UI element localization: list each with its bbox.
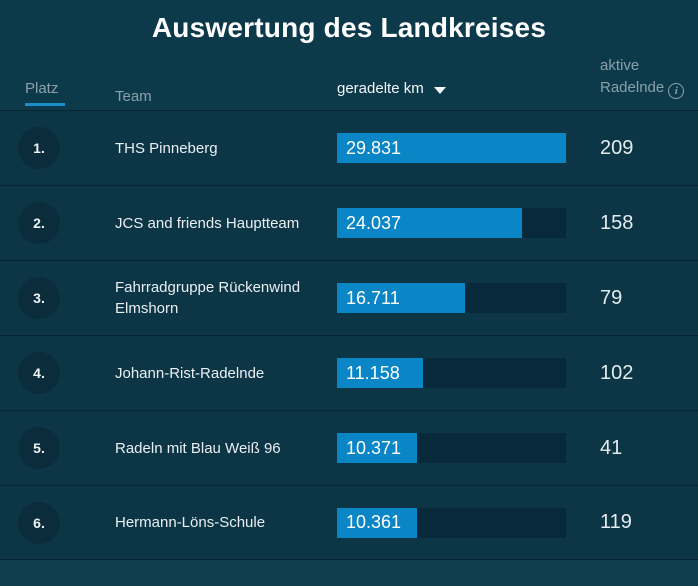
active-riders-count: 158 — [600, 211, 634, 234]
km-bar-track: 24.037 — [337, 208, 566, 238]
km-value: 11.158 — [346, 362, 400, 383]
rank-cell: 2. — [0, 202, 115, 244]
column-header-km[interactable]: geradelte km — [337, 80, 446, 106]
header-cell-km: geradelte km — [330, 80, 590, 106]
team-cell: JCS and friends Hauptteam — [115, 213, 330, 234]
km-value: 10.361 — [346, 512, 402, 532]
team-cell: Fahrradgruppe Rückenwind Elmshorn — [115, 277, 330, 319]
rank-badge: 4. — [18, 352, 60, 394]
title-bar: Auswertung des Landkreises — [0, 0, 698, 44]
active-cell: 79 — [590, 287, 698, 310]
team-name: Radeln mit Blau Weiß 96 — [115, 439, 281, 457]
table-header-row: Platz Team geradelte km aktive Radelnde i — [0, 44, 698, 110]
rank-cell: 3. — [0, 277, 115, 319]
header-cell-platz: Platz — [0, 80, 115, 106]
header-cell-active: aktive Radelnde i — [590, 55, 698, 106]
rank-cell: 5. — [0, 427, 115, 469]
table-row[interactable]: 5. Radeln mit Blau Weiß 96 10.371 41 — [0, 410, 698, 485]
table-row[interactable]: 2. JCS and friends Hauptteam 24.037 158 — [0, 185, 698, 260]
column-header-team[interactable]: Team — [115, 88, 152, 105]
active-riders-count: 102 — [600, 361, 634, 384]
rank-badge: 6. — [18, 501, 60, 544]
column-header-active-line1: aktive — [600, 57, 640, 74]
team-name: Fahrradgruppe Rückenwind Elmshorn — [115, 279, 301, 317]
km-bar-track: 16.711 — [337, 283, 566, 313]
active-column-underline — [25, 103, 65, 106]
column-header-active-line2: Radelnde — [600, 79, 665, 96]
column-header-platz[interactable]: Platz — [25, 80, 65, 106]
active-cell: 158 — [590, 212, 698, 235]
km-bar-fill — [337, 433, 417, 463]
team-name: THS Pinneberg — [115, 139, 218, 157]
km-cell: 24.037 — [330, 208, 590, 238]
km-cell: 16.711 — [330, 283, 590, 313]
km-bar-fill — [337, 283, 466, 313]
km-value: 29.831 — [346, 137, 402, 158]
km-bar-track: 10.361 — [337, 507, 566, 538]
team-name: JCS and friends Hauptteam — [115, 214, 300, 232]
team-cell: THS Pinneberg — [115, 138, 330, 159]
footer-strip — [0, 560, 698, 586]
active-riders-count: 119 — [600, 511, 632, 533]
active-riders-count: 41 — [600, 436, 623, 459]
column-header-platz-label: Platz — [25, 80, 59, 97]
rank-cell: 1. — [0, 127, 115, 169]
rank-badge: 1. — [18, 127, 60, 169]
sort-descending-icon — [433, 86, 446, 94]
table-row[interactable]: 6. Hermann-Löns-Schule 10.361 119 — [0, 485, 698, 560]
table-row[interactable]: 1. THS Pinneberg 29.831 209 — [0, 110, 698, 185]
leaderboard-rows: 1. THS Pinneberg 29.831 209 2. JCS and f… — [0, 110, 698, 560]
team-cell: Radeln mit Blau Weiß 96 — [115, 438, 330, 459]
rank-cell: 6. — [0, 501, 115, 544]
team-name: Johann-Rist-Radelnde — [115, 364, 265, 382]
active-riders-count: 79 — [600, 286, 623, 309]
km-cell: 29.831 — [330, 133, 590, 163]
team-cell: Johann-Rist-Radelnde — [115, 363, 330, 384]
active-cell: 41 — [590, 437, 698, 460]
km-cell: 11.158 — [330, 358, 590, 388]
active-cell: 119 — [590, 511, 698, 534]
km-cell: 10.371 — [330, 433, 590, 463]
km-bar-fill — [337, 133, 566, 163]
km-value: 10.371 — [346, 437, 402, 458]
km-value: 16.711 — [346, 287, 400, 308]
active-cell: 102 — [590, 362, 698, 385]
table-row[interactable]: 3. Fahrradgruppe Rückenwind Elmshorn 16.… — [0, 260, 698, 335]
page-title: Auswertung des Landkreises — [151, 12, 547, 43]
rank-cell: 4. — [0, 352, 115, 394]
active-cell: 209 — [590, 137, 698, 160]
km-bar-track: 29.831 — [337, 133, 566, 163]
active-riders-count: 209 — [600, 136, 634, 159]
table-row[interactable]: 4. Johann-Rist-Radelnde 11.158 102 — [0, 335, 698, 410]
column-header-km-label: geradelte km — [337, 80, 424, 97]
rank-badge: 2. — [18, 202, 60, 244]
info-icon[interactable]: i — [668, 83, 685, 99]
km-bar-fill — [337, 358, 423, 388]
rank-badge: 3. — [18, 277, 60, 319]
km-value: 24.037 — [346, 212, 402, 233]
km-bar-fill — [337, 208, 522, 238]
km-bar-fill — [337, 507, 417, 538]
header-cell-team: Team — [115, 88, 330, 106]
km-bar-track: 11.158 — [337, 358, 566, 388]
team-cell: Hermann-Löns-Schule — [115, 512, 330, 533]
column-header-active[interactable]: aktive Radelnde i — [600, 55, 685, 106]
km-bar-track: 10.371 — [337, 433, 566, 463]
km-cell: 10.361 — [330, 507, 590, 538]
team-name: Hermann-Löns-Schule — [115, 514, 266, 531]
rank-badge: 5. — [18, 427, 60, 469]
